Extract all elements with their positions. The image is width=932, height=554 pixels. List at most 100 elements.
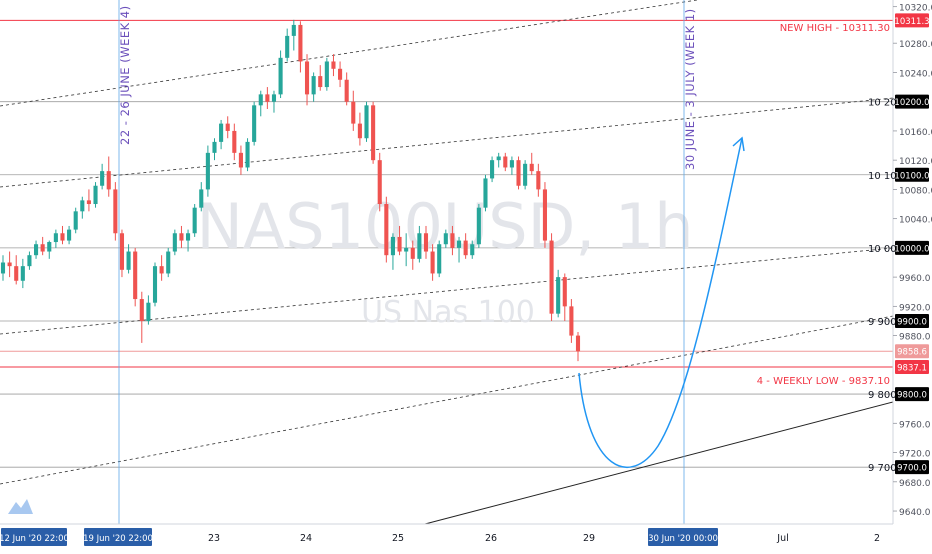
- candle-body: [265, 94, 270, 102]
- candle-body: [569, 306, 574, 336]
- candle: [159, 255, 164, 281]
- candle: [463, 233, 468, 259]
- candle: [205, 145, 210, 197]
- price-level-badge[interactable]: 9900.0: [895, 313, 929, 328]
- candle-body: [199, 189, 204, 208]
- candle-body: [47, 242, 52, 252]
- candle: [232, 123, 237, 161]
- candle-body: [100, 171, 105, 186]
- candle: [569, 299, 574, 343]
- candle: [219, 119, 224, 150]
- price-level-badge[interactable]: 9858.6: [895, 344, 929, 359]
- candle-body: [106, 171, 111, 190]
- price-level-badge-bg: [895, 344, 929, 359]
- price-axis-round-label: 10 100: [868, 171, 903, 182]
- candle-body: [357, 123, 362, 139]
- candle-body: [252, 105, 257, 142]
- channel-line: [0, 0, 700, 107]
- candle-body: [476, 207, 481, 245]
- price-axis-tick-label: 10160.0: [899, 128, 932, 138]
- candle: [258, 90, 263, 117]
- candle: [80, 196, 85, 219]
- time-axis-tick-label: 2: [874, 533, 880, 544]
- candle-body: [119, 233, 125, 270]
- price-level-badge[interactable]: 10100.0: [894, 167, 930, 182]
- candle-body: [562, 277, 567, 307]
- forecast-curve-arrow[interactable]: [578, 137, 743, 468]
- candle: [437, 240, 442, 278]
- candle: [311, 72, 316, 102]
- candle: [33, 240, 39, 259]
- price-level-badge[interactable]: 10000.0: [894, 240, 930, 255]
- candle-body: [338, 68, 343, 80]
- candle-body: [192, 207, 197, 234]
- candle: [443, 229, 448, 248]
- candle-body: [516, 160, 521, 186]
- candle-body: [166, 251, 171, 274]
- price-axis-round-label: 9 900: [868, 317, 897, 328]
- candle-body: [410, 247, 415, 259]
- candle-body: [549, 240, 554, 314]
- candle-body: [179, 233, 184, 241]
- candle: [562, 273, 567, 321]
- price-axis-tick-label: 9760.0: [899, 420, 931, 430]
- price-level-badge[interactable]: 10200.0: [894, 94, 930, 109]
- candle-body: [483, 178, 488, 208]
- candle: [119, 229, 125, 278]
- time-badge[interactable]: 19 Jun '20 22:00: [83, 528, 153, 546]
- candle-body: [304, 61, 310, 95]
- price-axis-tick-label: 10080.0: [899, 186, 932, 196]
- candle: [529, 152, 534, 175]
- candle: [536, 163, 541, 197]
- price-level-badge-label: 9700.0: [897, 464, 927, 474]
- price-level-badge-bg: [895, 13, 929, 28]
- price-level-badge-bg: [895, 460, 929, 475]
- price-level-badge[interactable]: 9800.0: [895, 387, 929, 402]
- time-axis-tick-label: 25: [392, 533, 404, 544]
- candle-body: [271, 94, 277, 102]
- time-axis-tick-label: 26: [485, 533, 497, 544]
- candle-body: [60, 233, 65, 241]
- candle: [179, 225, 184, 248]
- price-axis-tick-label: 10120.0: [899, 157, 932, 167]
- candle: [456, 236, 462, 263]
- week-1-label: 30 JUNE - 3 JULY (WEEK 1): [683, 8, 697, 170]
- candle: [549, 233, 554, 321]
- price-level-badge-bg: [895, 387, 929, 402]
- candle-body: [139, 299, 144, 321]
- price-level-badge-label: 9837.1: [897, 363, 927, 373]
- time-badge[interactable]: 12 Jun '20 22:00: [0, 528, 69, 546]
- candle-body: [351, 101, 356, 124]
- time-axis[interactable]: 23 24 25 26 29 Jul 2 12 Jun '20 22:00 19 Jun '20…: [0, 523, 893, 550]
- price-axis-tick-label: 9680.0: [899, 479, 931, 489]
- candle: [192, 204, 197, 237]
- candle: [523, 160, 528, 190]
- candle: [351, 90, 356, 131]
- horizontal-levels: [0, 19, 893, 468]
- candle-body: [278, 57, 283, 95]
- channel-line: [0, 315, 894, 485]
- candle: [133, 247, 138, 307]
- watermark-description: US Nas 100: [361, 295, 535, 330]
- candle: [0, 255, 6, 281]
- candle: [357, 112, 362, 146]
- price-level-badge[interactable]: 10311.3: [894, 13, 930, 28]
- candle: [199, 182, 204, 212]
- price-level-badge[interactable]: 9837.1: [895, 359, 929, 374]
- candle-body: [423, 233, 429, 252]
- candle: [324, 57, 329, 91]
- candle: [139, 291, 144, 343]
- candle: [245, 138, 250, 172]
- candle: [265, 87, 270, 109]
- candle-body: [20, 266, 25, 281]
- price-level-badge-bg: [895, 359, 929, 374]
- channel-line: [0, 97, 894, 188]
- time-badge[interactable]: 30 Jun '20 00:00: [648, 528, 718, 546]
- candle: [417, 225, 422, 263]
- candle: [40, 236, 45, 256]
- candle: [20, 258, 25, 289]
- price-level-badge[interactable]: 9700.0: [895, 460, 929, 475]
